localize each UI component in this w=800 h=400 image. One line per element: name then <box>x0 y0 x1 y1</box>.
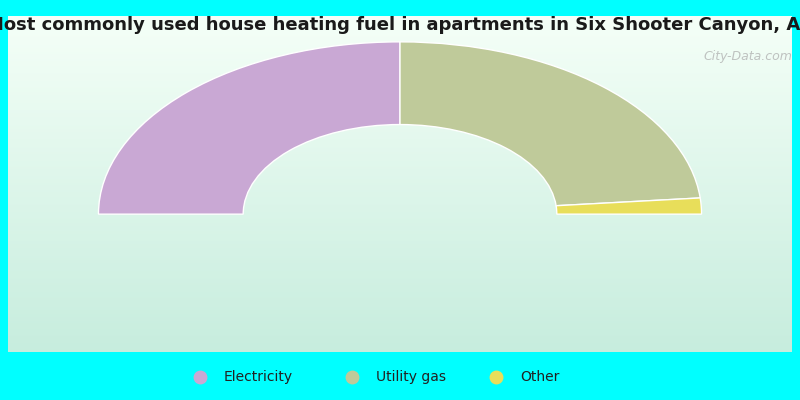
Text: City-Data.com: City-Data.com <box>703 50 792 62</box>
Text: Most commonly used house heating fuel in apartments in Six Shooter Canyon, AZ: Most commonly used house heating fuel in… <box>0 16 800 34</box>
Text: Electricity: Electricity <box>224 370 293 384</box>
Text: Other: Other <box>520 370 559 384</box>
Wedge shape <box>400 42 700 206</box>
Text: Utility gas: Utility gas <box>376 370 446 384</box>
Wedge shape <box>556 198 702 214</box>
Wedge shape <box>98 42 400 214</box>
